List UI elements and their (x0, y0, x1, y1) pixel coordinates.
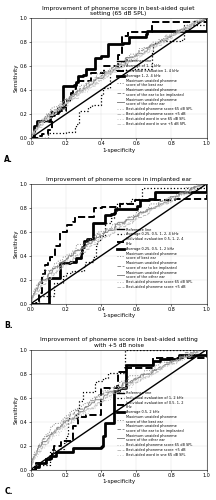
Legend: Reference line, Individual evaluation of 1, 2 kHz, Individual evaluation of 0.5,: Reference line, Individual evaluation of… (117, 390, 192, 458)
Y-axis label: Sensitivity: Sensitivity (13, 230, 18, 258)
Text: B.: B. (4, 321, 13, 330)
Text: A.: A. (4, 156, 13, 164)
Title: Improvement of phoneme score in implanted ear: Improvement of phoneme score in implante… (46, 177, 191, 182)
Legend: Reference line, Average of 1, 2 kHz, Individual evaluation 1, 4 kHz, Average 1, : Reference line, Average of 1, 2 kHz, Ind… (117, 59, 192, 126)
Y-axis label: Sensitivity: Sensitivity (13, 396, 18, 424)
Y-axis label: Sensitivity: Sensitivity (13, 64, 18, 92)
X-axis label: 1-specificity: 1-specificity (102, 314, 135, 318)
Text: C.: C. (4, 487, 13, 496)
Legend: Reference line, Average 0.25, 0.5, 1, 2, 4 kHz, Individual evaluation 0.5, 1, 2,: Reference line, Average 0.25, 0.5, 1, 2,… (117, 227, 192, 289)
Title: Improvement of phoneme score in best-aided quiet
setting (65 dB SPL): Improvement of phoneme score in best-aid… (42, 6, 195, 16)
X-axis label: 1-specificity: 1-specificity (102, 148, 135, 152)
Title: Improvement of phoneme score in best-aided setting
with +5 dB noise: Improvement of phoneme score in best-aid… (40, 337, 197, 348)
X-axis label: 1-specificity: 1-specificity (102, 479, 135, 484)
